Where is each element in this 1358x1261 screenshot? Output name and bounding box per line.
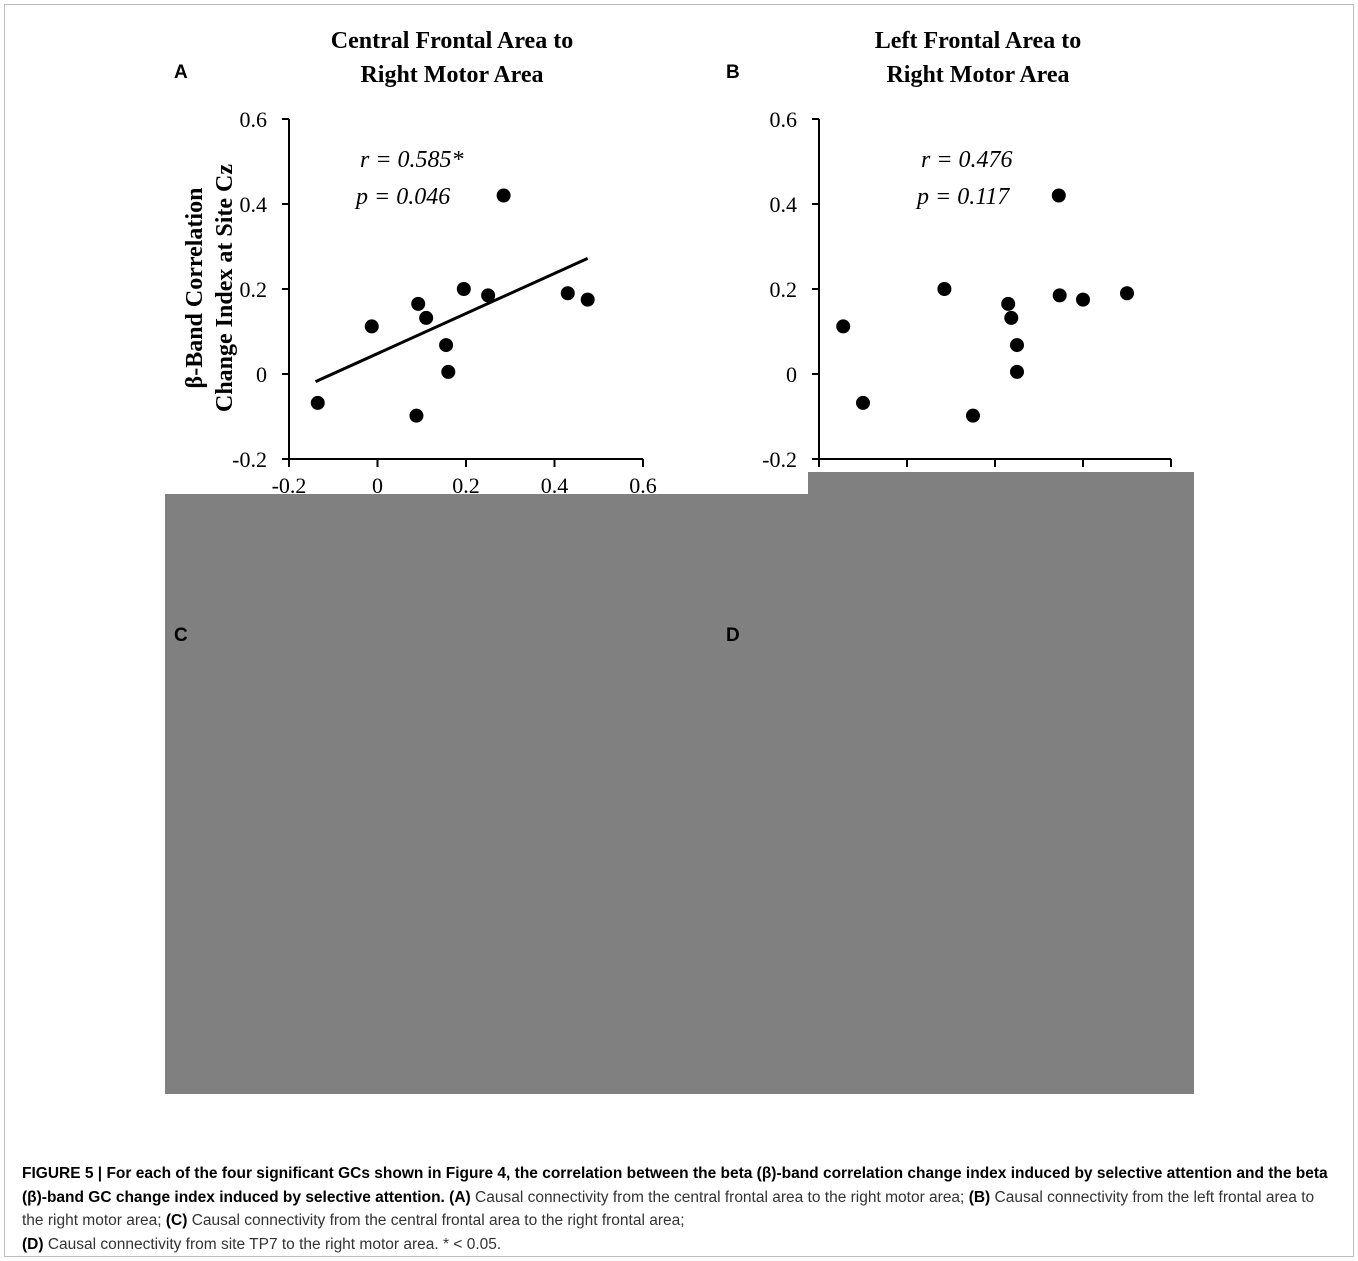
x-tick-label: 0 xyxy=(372,473,383,498)
chart-a-title-line2: Right Motor Area xyxy=(360,62,543,88)
y-tick-label: 0.6 xyxy=(770,107,798,132)
panel-label-a: A xyxy=(174,62,188,83)
data-point xyxy=(1120,286,1134,301)
panel-label-d: D xyxy=(726,625,740,646)
data-point xyxy=(364,319,379,334)
y-tick-label: 0 xyxy=(786,362,797,387)
data-point xyxy=(580,292,595,307)
cover-block-right xyxy=(808,472,1194,494)
data-point xyxy=(409,408,424,423)
chart-b-title-line2: Right Motor Area xyxy=(886,62,1069,88)
scatter-chart-a: Central Frontal Area to Right Motor Area… xyxy=(182,28,657,498)
chart-b-title-line1: Left Frontal Area to xyxy=(875,28,1081,54)
data-point xyxy=(1076,292,1090,307)
annotation-r: r = 0.585* xyxy=(360,147,464,173)
caption-tag-a: (A) xyxy=(449,1188,471,1206)
data-point xyxy=(1001,296,1016,311)
y-tick-label: 0.4 xyxy=(240,192,268,217)
y-axis-label-line2: Change Index at Site Cz xyxy=(212,164,238,412)
data-point xyxy=(966,408,980,423)
caption-text-b: Causal connectivity from the left fronta… xyxy=(22,1188,1315,1230)
figure-caption: FIGURE 5 | For each of the four signific… xyxy=(22,1162,1332,1256)
figure-title: For each of the four significant GCs sho… xyxy=(22,1165,1328,1206)
data-point xyxy=(496,188,511,203)
y-tick-label: 0.6 xyxy=(240,107,268,132)
caption-text-c: Causal connectivity from the central fro… xyxy=(191,1212,685,1229)
panel-label-b: B xyxy=(726,62,740,83)
data-point xyxy=(1051,188,1066,203)
y-axis-label-line1: β-Band Correlation xyxy=(182,188,208,389)
chart-a-title-line1: Central Frontal Area to xyxy=(331,28,573,54)
caption-text-a: Causal connectivity from the central fro… xyxy=(475,1188,965,1206)
x-tick-label: -0.2 xyxy=(272,473,307,498)
figure-label: FIGURE 5 | xyxy=(22,1165,103,1182)
data-point xyxy=(937,282,952,296)
panel-label-c: C xyxy=(174,625,188,646)
data-point xyxy=(1010,364,1024,379)
cover-block-main xyxy=(165,494,1194,1094)
y-tick-label: 0 xyxy=(256,362,267,387)
data-point xyxy=(560,286,575,301)
data-point xyxy=(439,338,454,353)
data-point xyxy=(836,319,851,334)
y-tick-label: 0.2 xyxy=(240,277,268,302)
annotation-p: p = 0.046 xyxy=(354,184,450,210)
data-point xyxy=(1004,310,1019,325)
caption-tag-c: (C) xyxy=(165,1212,188,1229)
caption-tag-b: (B) xyxy=(968,1188,991,1206)
data-point xyxy=(1052,288,1067,303)
x-tick-label: 0.4 xyxy=(541,473,569,498)
trend-line xyxy=(314,257,589,384)
data-point xyxy=(456,282,471,296)
y-tick-label: 0.4 xyxy=(770,192,798,217)
data-point xyxy=(411,296,426,311)
annotation-r: r = 0.476 xyxy=(921,147,1013,173)
data-point xyxy=(441,364,456,379)
caption-text-d: Causal connectivity from site TP7 to the… xyxy=(47,1235,439,1253)
data-point xyxy=(856,395,870,410)
y-tick-label: 0.2 xyxy=(770,277,798,302)
data-point xyxy=(481,288,496,303)
data-point xyxy=(310,395,325,410)
x-tick-label: 0.2 xyxy=(452,473,480,498)
annotation-p: p = 0.117 xyxy=(915,184,1010,210)
caption-footnote: * < 0.05. xyxy=(443,1235,502,1253)
caption-tag-d: (D) xyxy=(22,1235,44,1253)
y-tick-label: -0.2 xyxy=(232,447,267,472)
data-point xyxy=(1010,338,1024,353)
scatter-chart-b: Left Frontal Area to Right Motor Area 0.… xyxy=(762,28,1172,498)
data-point xyxy=(419,310,434,325)
y-tick-label: -0.2 xyxy=(762,447,797,472)
x-tick-label: 0.6 xyxy=(629,473,657,498)
